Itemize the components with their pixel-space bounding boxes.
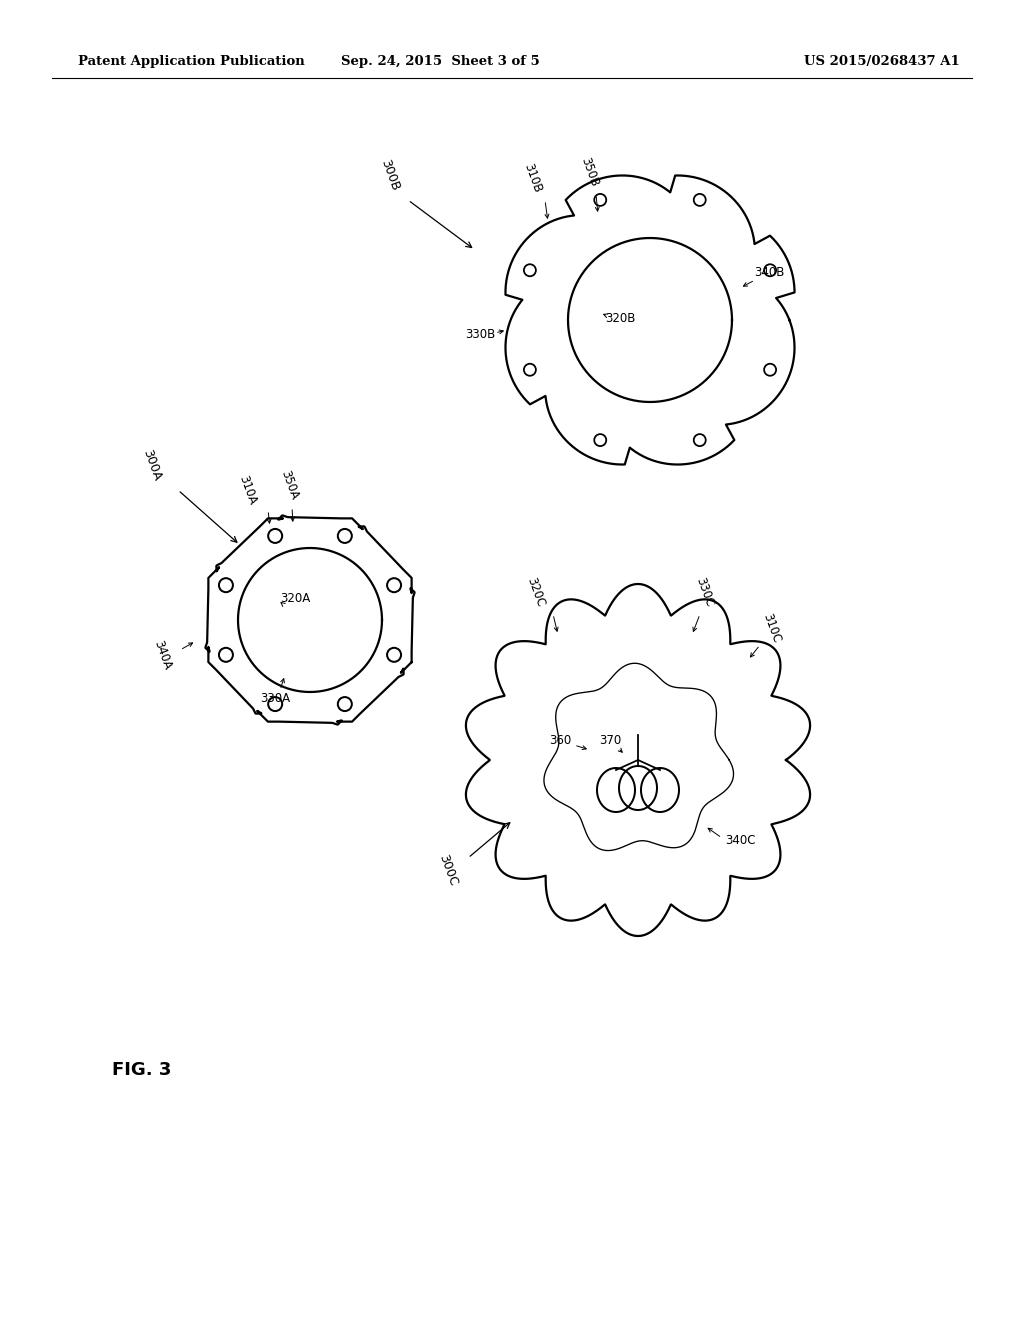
Text: 340B: 340B: [754, 265, 784, 279]
Text: 320C: 320C: [524, 576, 547, 609]
Text: 310C: 310C: [761, 611, 783, 644]
Text: 310B: 310B: [521, 161, 545, 194]
Text: FIG. 3: FIG. 3: [112, 1061, 171, 1078]
Text: US 2015/0268437 A1: US 2015/0268437 A1: [804, 55, 961, 69]
Text: Sep. 24, 2015  Sheet 3 of 5: Sep. 24, 2015 Sheet 3 of 5: [341, 55, 540, 69]
Text: 350B: 350B: [579, 156, 601, 189]
Text: 330B: 330B: [465, 329, 496, 342]
Text: 320A: 320A: [280, 591, 310, 605]
Text: 300B: 300B: [378, 157, 401, 193]
Text: 300C: 300C: [436, 853, 460, 887]
Text: 370: 370: [599, 734, 622, 747]
Text: 310A: 310A: [237, 474, 259, 507]
Text: 350A: 350A: [279, 469, 301, 502]
Text: 320B: 320B: [605, 312, 635, 325]
Text: 300A: 300A: [140, 447, 164, 482]
Text: 360: 360: [549, 734, 571, 747]
Text: 340C: 340C: [725, 833, 756, 846]
Text: 330C: 330C: [693, 576, 717, 609]
Text: Patent Application Publication: Patent Application Publication: [78, 55, 305, 69]
Text: 340A: 340A: [152, 639, 174, 672]
Text: 330A: 330A: [260, 692, 290, 705]
